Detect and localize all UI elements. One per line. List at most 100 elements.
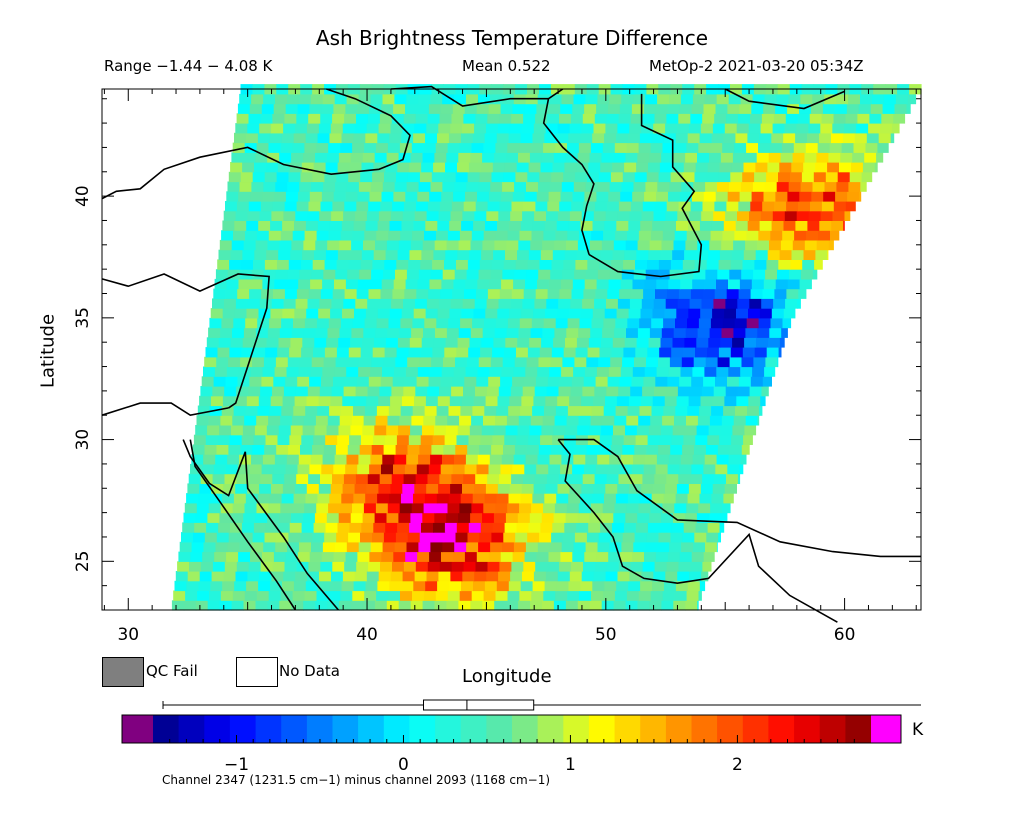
data-cell <box>379 113 393 124</box>
data-cell <box>621 269 635 280</box>
data-cell <box>663 132 677 144</box>
data-cell <box>537 278 550 290</box>
data-cell <box>555 142 568 153</box>
colorbar-segment <box>717 715 744 743</box>
data-cell <box>400 590 413 601</box>
data-cell <box>461 220 474 231</box>
data-cell <box>224 561 238 572</box>
data-cell <box>366 123 380 134</box>
data-cell <box>833 113 846 124</box>
data-cell <box>674 142 687 153</box>
data-cell <box>511 288 525 299</box>
data-cell <box>232 590 246 601</box>
data-cell <box>413 580 426 592</box>
data-cell <box>444 434 458 445</box>
data-cell <box>357 278 371 290</box>
data-cell <box>290 337 303 348</box>
data-cell <box>375 239 388 251</box>
data-cell <box>680 278 693 290</box>
data-cell <box>498 298 511 309</box>
colorbar-segment <box>358 715 385 743</box>
data-cell <box>278 249 291 260</box>
data-cell <box>651 493 665 504</box>
colorbar-segment <box>794 715 821 743</box>
data-cell <box>239 93 252 105</box>
coastlines <box>101 85 921 623</box>
data-cell <box>814 259 823 270</box>
data-cell <box>560 551 573 562</box>
data-cell <box>592 132 605 144</box>
data-cell <box>321 376 334 387</box>
data-cell <box>274 278 287 290</box>
data-cell <box>596 551 609 562</box>
data-cell <box>223 210 237 221</box>
colorbar-segment <box>819 715 846 743</box>
data-cell <box>524 551 538 562</box>
data-cell <box>303 152 316 163</box>
data-cell <box>589 239 603 251</box>
data-cell <box>481 249 494 260</box>
data-cell <box>535 376 549 387</box>
data-cell <box>605 395 618 407</box>
data-cell <box>679 463 692 475</box>
data-cell <box>699 220 713 231</box>
data-cell <box>284 201 298 212</box>
data-cell <box>469 425 483 436</box>
data-cell <box>252 171 266 183</box>
data-cell <box>364 590 377 601</box>
data-cell <box>542 415 556 426</box>
data-cell <box>651 317 664 329</box>
data-cell <box>434 600 447 611</box>
data-cell <box>659 434 672 445</box>
data-cell <box>337 249 351 260</box>
data-cell <box>510 210 523 221</box>
data-cell <box>657 541 670 553</box>
data-cell <box>289 434 302 445</box>
data-cell <box>629 571 642 582</box>
data-cell <box>742 259 755 270</box>
data-cell <box>654 473 667 484</box>
data-cell <box>502 356 516 368</box>
data-cell <box>212 473 226 484</box>
coastline <box>724 88 845 110</box>
data-cell <box>329 493 342 504</box>
data-cell <box>207 512 220 523</box>
data-cell <box>366 210 380 221</box>
data-cell <box>485 483 499 494</box>
data-cell <box>575 171 588 183</box>
data-cell <box>426 571 439 582</box>
data-cell <box>349 249 363 260</box>
data-cell <box>403 561 417 572</box>
data-cell <box>235 571 248 582</box>
data-cell <box>425 308 439 319</box>
data-cell <box>248 473 261 484</box>
data-cell <box>520 220 534 231</box>
data-cell <box>741 356 754 368</box>
data-cell <box>618 201 632 212</box>
data-cell <box>271 210 284 221</box>
data-cell <box>397 162 410 173</box>
data-cell <box>757 415 760 426</box>
data-cell <box>721 327 734 338</box>
data-cell <box>220 415 233 426</box>
data-cell <box>736 123 750 134</box>
data-cell <box>691 103 705 114</box>
data-cell <box>804 239 818 251</box>
data-cell <box>404 201 417 212</box>
data-cell <box>293 132 307 144</box>
data-cell <box>672 249 685 260</box>
data-cell <box>625 239 639 251</box>
data-cell <box>512 376 525 387</box>
data-cell <box>716 93 730 105</box>
data-cell <box>696 249 709 260</box>
data-cell <box>444 347 457 358</box>
data-cell <box>390 483 403 494</box>
data-cell <box>686 502 699 514</box>
data-cell <box>391 113 405 124</box>
data-cell <box>562 444 576 455</box>
data-cell <box>383 444 397 455</box>
data-cell <box>664 220 677 231</box>
data-cell <box>593 210 607 221</box>
data-cell <box>438 483 451 494</box>
data-cell <box>435 415 448 426</box>
